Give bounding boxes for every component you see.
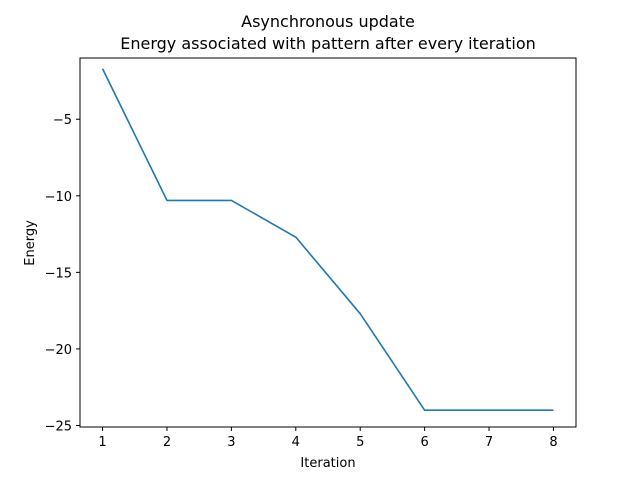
y-tick-label: −20 [45,343,72,358]
axes-frame [79,57,577,428]
y-tick-label: −25 [45,419,72,434]
x-axis: 1 2 3 4 5 6 7 8 [98,427,558,450]
x-tick-label: 3 [227,435,235,450]
x-tick-label: 8 [549,435,557,450]
y-tick-label: −10 [45,190,72,205]
x-tick-label: 4 [292,435,300,450]
chart-title: Asynchronous update [241,12,415,31]
x-tick-label: 6 [420,435,428,450]
x-tick-label: 1 [98,435,106,450]
x-axis-label: Iteration [300,456,355,471]
y-tick-label: −5 [53,113,72,128]
plot-area [101,68,554,411]
x-tick-label: 7 [485,435,493,450]
y-axis: −5 −10 −15 −20 −25 [45,113,80,434]
chart-subtitle: Energy associated with pattern after eve… [120,34,536,53]
y-tick-label: −15 [45,266,72,281]
series-line-0 [101,68,554,411]
y-axis-label: Energy [23,220,38,266]
x-tick-label: 5 [356,435,364,450]
x-tick-label: 2 [163,435,171,450]
